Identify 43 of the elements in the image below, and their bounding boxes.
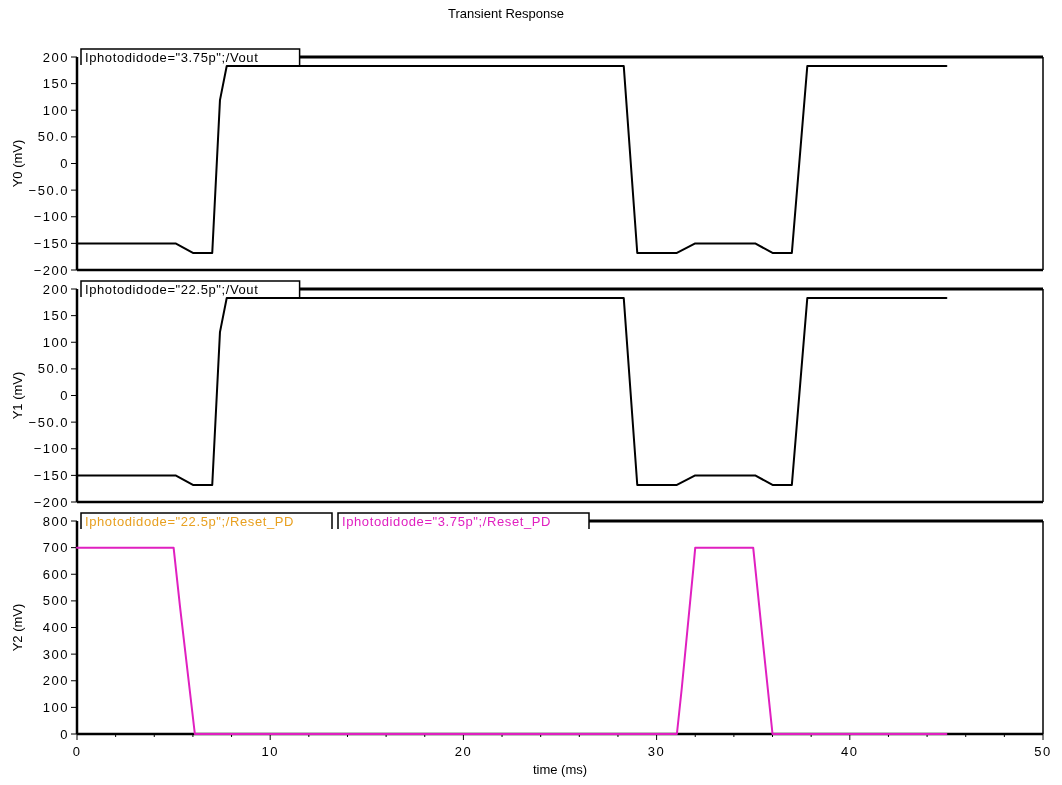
x-tick-label: 10 [261, 744, 279, 759]
chart-title: Transient Response [448, 6, 564, 21]
x-tick-label: 30 [647, 744, 666, 759]
y-tick-label: 0 [60, 726, 69, 742]
y-axis-title: Y0 (mV) [10, 139, 25, 188]
y-tick-label: 150 [42, 76, 69, 92]
y-tick-label: 200 [42, 49, 69, 65]
x-axis-title: time (ms) [532, 762, 588, 777]
y-tick-label: −100 [33, 209, 69, 225]
x-tick-label: 20 [454, 744, 473, 759]
legend-label: Iphotodidode="22.5p";/Reset_PD [85, 514, 295, 529]
y-tick-label: 100 [42, 699, 69, 715]
y-tick-label: 700 [42, 540, 69, 556]
y-tick-label: 100 [42, 334, 69, 350]
y-tick-label: −150 [33, 467, 69, 483]
y-tick-label: −200 [33, 494, 69, 510]
line-series [76, 546, 948, 735]
y-tick-label: 50.0 [37, 361, 69, 377]
y-axis-title: Y2 (mV) [10, 603, 25, 652]
y-tick-label: 100 [42, 102, 69, 118]
y-tick-label: 200 [42, 281, 69, 297]
y-tick-label: 800 [42, 513, 69, 529]
y-tick-label: 50.0 [37, 129, 69, 145]
y-tick-label: 300 [42, 646, 69, 662]
y-tick-label: −200 [33, 262, 69, 278]
y-tick-label: −50.0 [28, 182, 69, 198]
y-tick-label: −150 [33, 235, 69, 251]
series-label: Iphotodidode="3.75p";/Vout [85, 50, 259, 65]
y-tick-label: 200 [42, 673, 69, 689]
x-tick-label: 50 [1034, 744, 1052, 759]
y-tick-label: 500 [42, 593, 69, 609]
x-tick-label: 40 [841, 744, 859, 759]
text: Iphotodidode="3.75p";/Reset_PD [342, 514, 552, 529]
y-tick-label: 0 [60, 388, 69, 404]
y-axis-title: Y1 (mV) [10, 371, 25, 420]
y-tick-label: 150 [42, 308, 69, 324]
y-tick-label: −50.0 [28, 414, 69, 430]
y-tick-label: 400 [42, 620, 69, 636]
y-tick-label: 600 [42, 566, 69, 582]
y-tick-label: 0 [60, 156, 69, 172]
y-tick-label: −100 [33, 441, 69, 457]
x-tick-label: 0 [72, 744, 82, 759]
series-label: Iphotodidode="22.5p";/Vout [85, 282, 259, 297]
